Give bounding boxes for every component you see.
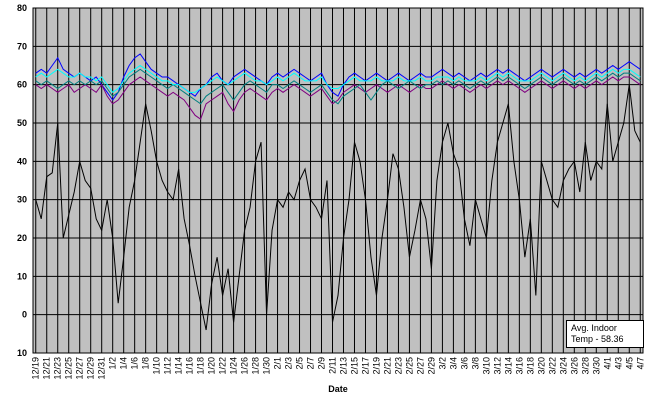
x-tick-label: 2/25 (404, 357, 414, 375)
x-tick-label: 3/4 (448, 357, 458, 370)
x-tick-label: 12/19 (31, 357, 41, 380)
x-tick-label: 2/3 (284, 357, 294, 370)
x-axis-title: Date (328, 384, 348, 394)
x-tick-label: 1/8 (141, 357, 151, 370)
x-tick-label: 3/30 (591, 357, 601, 375)
x-tick-label: 12/25 (64, 357, 74, 380)
x-tick-label: 12/29 (86, 357, 96, 380)
x-tick-label: 4/7 (635, 357, 645, 370)
x-tick-label: 12/23 (53, 357, 63, 380)
x-tick-label: 3/2 (437, 357, 447, 370)
x-tick-label: 1/10 (152, 357, 162, 375)
x-tick-label: 3/14 (503, 357, 513, 375)
x-tick-label: 3/12 (492, 357, 502, 375)
x-tick-label: 2/9 (317, 357, 327, 370)
x-tick-label: 1/26 (240, 357, 250, 375)
x-tick-label: 3/16 (514, 357, 524, 375)
y-tick-label: 20 (17, 233, 27, 243)
x-tick-label: 1/28 (251, 357, 261, 375)
x-tick-label: 2/21 (382, 357, 392, 375)
x-tick-label: 2/7 (306, 357, 316, 370)
x-tick-label: 1/18 (196, 357, 206, 375)
x-tick-label: 1/22 (218, 357, 228, 375)
x-tick-label: 2/1 (273, 357, 283, 370)
x-tick-label: 2/11 (328, 357, 338, 374)
x-tick-label: 2/23 (393, 357, 403, 375)
x-tick-label: 3/10 (481, 357, 491, 375)
plot-area (32, 7, 644, 354)
y-tick-label: 80 (17, 3, 27, 13)
series-line (35, 84, 641, 331)
x-tick-label: 3/18 (525, 357, 535, 375)
y-tick-label: 60 (17, 80, 27, 90)
y-tick-label: 50 (17, 118, 27, 128)
x-tick-label: 1/16 (185, 357, 195, 375)
y-tick-label: 30 (17, 195, 27, 205)
x-tick-label: 4/1 (602, 357, 612, 370)
x-tick-label: 1/12 (163, 357, 173, 375)
y-tick-label: 10 (17, 271, 27, 281)
y-tick-label: 40 (17, 156, 27, 166)
x-tick-label: 3/26 (569, 357, 579, 375)
x-tick-label: 4/3 (613, 357, 623, 370)
series-line (35, 68, 641, 105)
x-tick-label: 2/29 (426, 357, 436, 375)
x-tick-label: 3/20 (536, 357, 546, 375)
x-tick-label: 2/5 (295, 357, 305, 370)
annotation: Avg. Indoor Temp - 58.36 (566, 320, 644, 348)
y-tick-label: 0 (22, 310, 27, 320)
x-tick-label: 3/8 (470, 357, 480, 370)
x-tick-label: 3/6 (459, 357, 469, 370)
series-line (35, 76, 641, 120)
x-tick-label: 2/19 (371, 357, 381, 375)
x-tick-label: 1/2 (108, 357, 118, 370)
x-tick-label: 12/31 (97, 357, 107, 380)
x-tick-label: 2/17 (360, 357, 370, 375)
x-tick-label: 3/28 (580, 357, 590, 375)
x-tick-label: 1/4 (119, 357, 129, 370)
x-tick-label: 4/5 (624, 357, 634, 370)
x-tick-label: 1/14 (174, 357, 184, 375)
x-tick-label: 2/15 (349, 357, 359, 375)
x-tick-label: 1/20 (207, 357, 217, 375)
x-tick-label: 12/27 (75, 357, 85, 380)
x-tick-label: 1/30 (262, 357, 272, 375)
x-tick-label: 3/22 (547, 357, 557, 375)
x-tick-label: 1/24 (229, 357, 239, 375)
series-line (35, 53, 641, 101)
y-tick-label: 70 (17, 41, 27, 51)
x-tick-label: 2/13 (338, 357, 348, 375)
series-line (35, 64, 641, 94)
y-tick-label: 10 (17, 348, 27, 358)
x-tick-label: 12/21 (42, 357, 52, 380)
x-tick-label: 2/27 (415, 357, 425, 375)
x-tick-label: 1/6 (130, 357, 140, 370)
x-tick-label: 3/24 (558, 357, 568, 375)
